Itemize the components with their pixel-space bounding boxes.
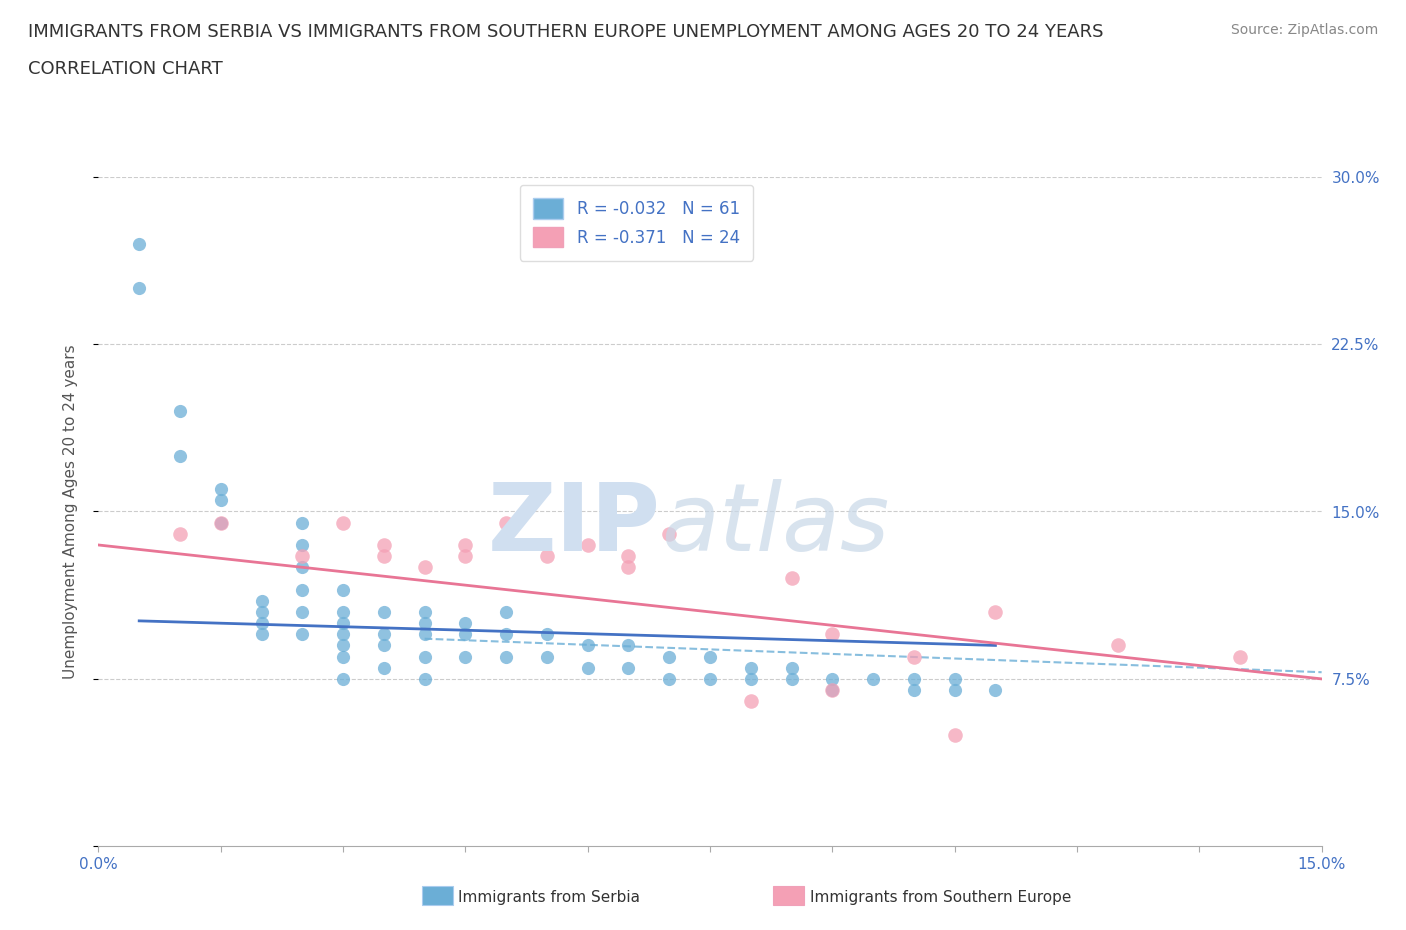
Point <box>413 616 436 631</box>
Point <box>576 660 599 675</box>
Point <box>209 493 232 508</box>
Text: IMMIGRANTS FROM SERBIA VS IMMIGRANTS FROM SOUTHERN EUROPE UNEMPLOYMENT AMONG AGE: IMMIGRANTS FROM SERBIA VS IMMIGRANTS FRO… <box>28 23 1104 41</box>
Point <box>617 638 640 653</box>
Point <box>740 694 762 709</box>
Point <box>454 627 477 642</box>
Text: Source: ZipAtlas.com: Source: ZipAtlas.com <box>1230 23 1378 37</box>
Point <box>821 627 844 642</box>
Point <box>780 571 803 586</box>
Point <box>332 616 354 631</box>
Point <box>291 560 314 575</box>
Legend: R = -0.032   N = 61, R = -0.371   N = 24: R = -0.032 N = 61, R = -0.371 N = 24 <box>520 185 754 260</box>
Point <box>413 627 436 642</box>
Point <box>128 281 150 296</box>
Point <box>454 649 477 664</box>
Point <box>291 515 314 530</box>
Point <box>780 671 803 686</box>
Point <box>658 649 681 664</box>
Point <box>291 604 314 619</box>
Point <box>169 526 191 541</box>
Point <box>780 660 803 675</box>
Point <box>291 538 314 552</box>
Text: Immigrants from Southern Europe: Immigrants from Southern Europe <box>810 890 1071 905</box>
Point <box>536 549 558 564</box>
Point <box>250 593 273 608</box>
Point <box>373 538 395 552</box>
Text: CORRELATION CHART: CORRELATION CHART <box>28 60 224 78</box>
Text: atlas: atlas <box>661 479 890 570</box>
Point <box>699 671 721 686</box>
Point <box>413 560 436 575</box>
Point <box>291 549 314 564</box>
Point <box>617 560 640 575</box>
Point <box>943 727 966 742</box>
Point <box>984 604 1007 619</box>
Point <box>209 515 232 530</box>
Point <box>740 660 762 675</box>
Point <box>332 627 354 642</box>
Point <box>495 604 517 619</box>
Point <box>454 549 477 564</box>
Point <box>413 604 436 619</box>
Point <box>495 649 517 664</box>
Point <box>291 627 314 642</box>
Point <box>332 649 354 664</box>
Point <box>291 582 314 597</box>
Point <box>332 582 354 597</box>
Point <box>862 671 884 686</box>
Y-axis label: Unemployment Among Ages 20 to 24 years: Unemployment Among Ages 20 to 24 years <box>63 344 77 679</box>
Point <box>250 627 273 642</box>
Point <box>373 638 395 653</box>
Point <box>495 515 517 530</box>
Text: Immigrants from Serbia: Immigrants from Serbia <box>458 890 640 905</box>
Point <box>169 404 191 418</box>
Point <box>250 616 273 631</box>
Point <box>332 515 354 530</box>
Point <box>373 660 395 675</box>
Text: ZIP: ZIP <box>488 479 661 571</box>
Point <box>536 649 558 664</box>
Point <box>699 649 721 664</box>
Point <box>454 538 477 552</box>
Point <box>821 683 844 698</box>
Point <box>413 649 436 664</box>
Point <box>576 638 599 653</box>
Point <box>373 627 395 642</box>
Point <box>128 236 150 251</box>
Point <box>1229 649 1251 664</box>
Point <box>332 604 354 619</box>
Point <box>740 671 762 686</box>
Point <box>821 683 844 698</box>
Point <box>1107 638 1129 653</box>
Point <box>332 638 354 653</box>
Point <box>373 549 395 564</box>
Point <box>617 549 640 564</box>
Point <box>658 526 681 541</box>
Point <box>903 671 925 686</box>
Point <box>209 515 232 530</box>
Point <box>536 627 558 642</box>
Point <box>576 538 599 552</box>
Point <box>209 482 232 497</box>
Point <box>903 683 925 698</box>
Point <box>413 671 436 686</box>
Point <box>332 671 354 686</box>
Point <box>903 649 925 664</box>
Point <box>984 683 1007 698</box>
Point <box>373 604 395 619</box>
Point <box>943 683 966 698</box>
Point <box>454 616 477 631</box>
Point <box>250 604 273 619</box>
Point <box>495 627 517 642</box>
Point <box>169 448 191 463</box>
Point <box>943 671 966 686</box>
Point <box>658 671 681 686</box>
Point <box>821 671 844 686</box>
Point <box>617 660 640 675</box>
